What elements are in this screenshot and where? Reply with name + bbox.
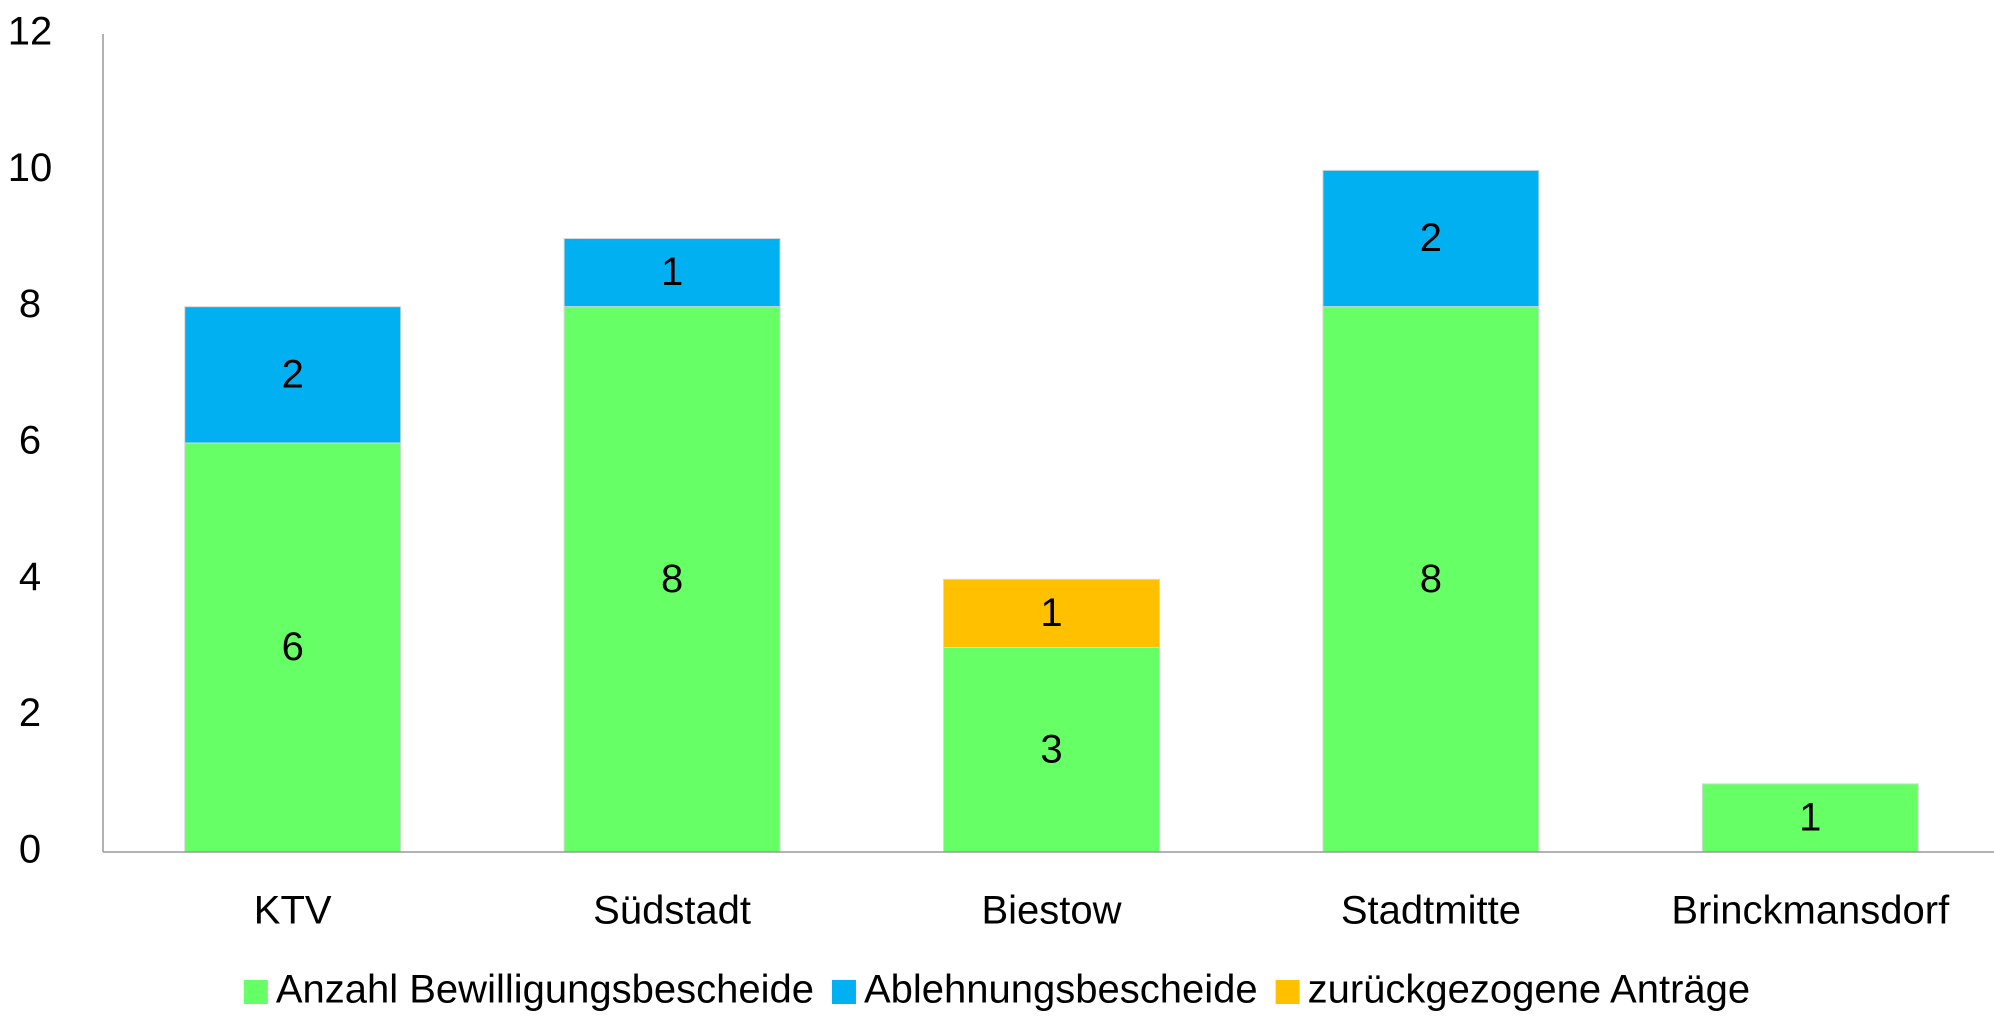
legend-label: zurückgezogene Anträge [1308, 968, 1751, 1012]
y-tick-label: 4 [19, 555, 41, 599]
data-label: 8 [661, 557, 683, 601]
y-tick-label: 10 [8, 146, 53, 190]
data-label: 8 [1420, 557, 1442, 601]
bar-segment [1322, 306, 1540, 853]
bar-segment [184, 442, 402, 853]
bar-segment [943, 647, 1160, 853]
data-label: 1 [1799, 795, 1821, 839]
x-tick-label: Südstadt [593, 889, 751, 933]
x-tick-label: Stadtmitte [1341, 889, 1521, 933]
bar-segment [563, 238, 781, 308]
legend-label: Ablehnungsbescheide [864, 968, 1258, 1012]
legend: Anzahl Bewilligungsbescheide Ablehnungsbe… [243, 968, 1751, 1012]
x-tick-label: Biestow [981, 889, 1121, 933]
legend-swatch [243, 980, 268, 1004]
data-label: 6 [282, 625, 304, 669]
bar-segment [184, 306, 402, 444]
data-label: 2 [282, 352, 304, 396]
y-tick-label: 6 [19, 419, 41, 463]
data-label: 2 [1420, 216, 1442, 260]
legend-swatch [831, 980, 856, 1004]
x-tick-label: KTV [254, 889, 332, 933]
legend-label: Anzahl Bewilligungsbescheide [276, 968, 814, 1012]
bar-segment [943, 578, 1160, 648]
y-tick-label: 8 [19, 282, 41, 326]
data-label: 1 [1040, 591, 1062, 635]
data-label: 3 [1040, 727, 1062, 771]
y-tick-label: 12 [8, 10, 53, 54]
x-tick-label: Brinckmansdorf [1671, 889, 1950, 933]
data-label: 1 [661, 250, 683, 294]
bar-segment [1322, 169, 1540, 308]
y-tick-label: 2 [19, 691, 41, 735]
legend-swatch [1275, 980, 1300, 1004]
y-tick-label: 0 [19, 828, 41, 872]
